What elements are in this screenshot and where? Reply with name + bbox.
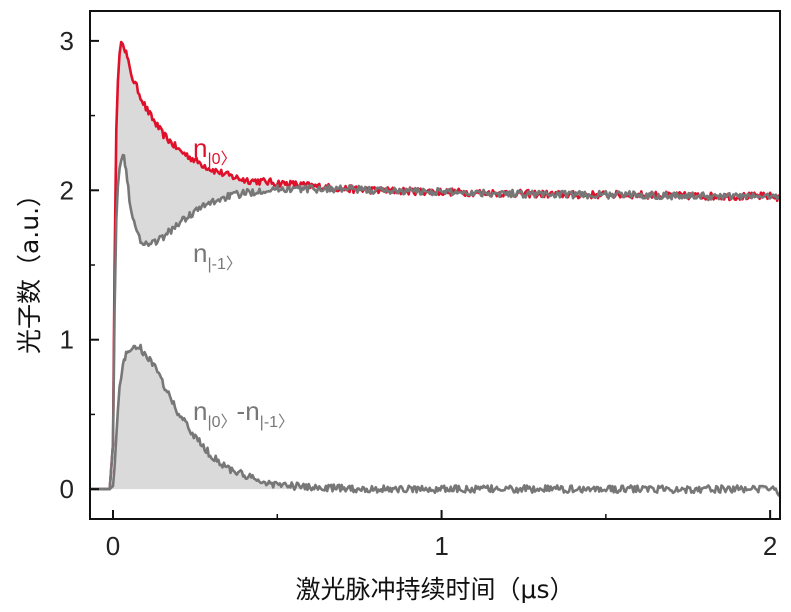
x-tick-label: 2	[763, 531, 777, 561]
y-tick-label: 2	[60, 175, 74, 205]
x-tick-label: 1	[434, 531, 448, 561]
y-tick-label: 1	[60, 325, 74, 355]
y-tick-label: 3	[60, 26, 74, 56]
series-label-1: n|-1〉	[193, 238, 242, 273]
x-axis-title: 激光脉冲持续时间（μs）	[296, 575, 575, 604]
series-label-0: n|0〉	[193, 133, 237, 168]
series-line-2	[90, 343, 782, 497]
chart-fills	[90, 42, 780, 490]
series-label-2: n|0〉-n|-1〉	[193, 396, 294, 431]
y-axis-title: 光子数（a.u.）	[15, 182, 44, 354]
y-tick-label: 0	[60, 474, 74, 504]
axis-ticks: 0 1 2 3 0 1 2	[60, 26, 778, 561]
fill-under-series-2	[90, 345, 780, 490]
x-tick-label: 0	[106, 531, 120, 561]
series-line-1	[90, 153, 781, 491]
chart-lines	[90, 40, 782, 497]
series-labels: n|0〉 n|-1〉 n|0〉-n|-1〉	[193, 133, 294, 431]
